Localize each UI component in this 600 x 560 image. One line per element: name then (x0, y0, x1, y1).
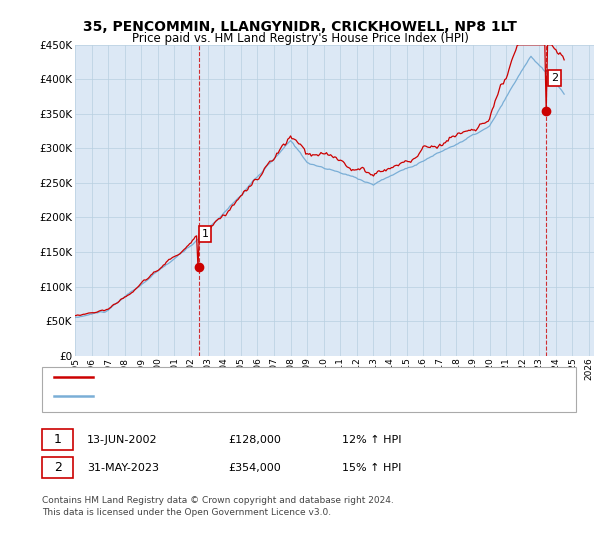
Text: HPI: Average price, detached house, Powys: HPI: Average price, detached house, Powy… (99, 391, 314, 401)
Text: Price paid vs. HM Land Registry's House Price Index (HPI): Price paid vs. HM Land Registry's House … (131, 32, 469, 45)
Text: £128,000: £128,000 (228, 435, 281, 445)
Text: 13-JUN-2002: 13-JUN-2002 (87, 435, 158, 445)
Text: 1: 1 (53, 433, 62, 446)
Text: 1: 1 (202, 229, 209, 239)
Text: 31-MAY-2023: 31-MAY-2023 (87, 463, 159, 473)
Text: 2: 2 (551, 73, 558, 83)
Text: £354,000: £354,000 (228, 463, 281, 473)
Text: 2: 2 (53, 461, 62, 474)
Text: 12% ↑ HPI: 12% ↑ HPI (342, 435, 401, 445)
Text: 35, PENCOMMIN, LLANGYNIDR, CRICKHOWELL, NP8 1LT (detached house): 35, PENCOMMIN, LLANGYNIDR, CRICKHOWELL, … (99, 372, 465, 382)
Text: 15% ↑ HPI: 15% ↑ HPI (342, 463, 401, 473)
Text: 35, PENCOMMIN, LLANGYNIDR, CRICKHOWELL, NP8 1LT: 35, PENCOMMIN, LLANGYNIDR, CRICKHOWELL, … (83, 20, 517, 34)
Text: Contains HM Land Registry data © Crown copyright and database right 2024.
This d: Contains HM Land Registry data © Crown c… (42, 496, 394, 517)
